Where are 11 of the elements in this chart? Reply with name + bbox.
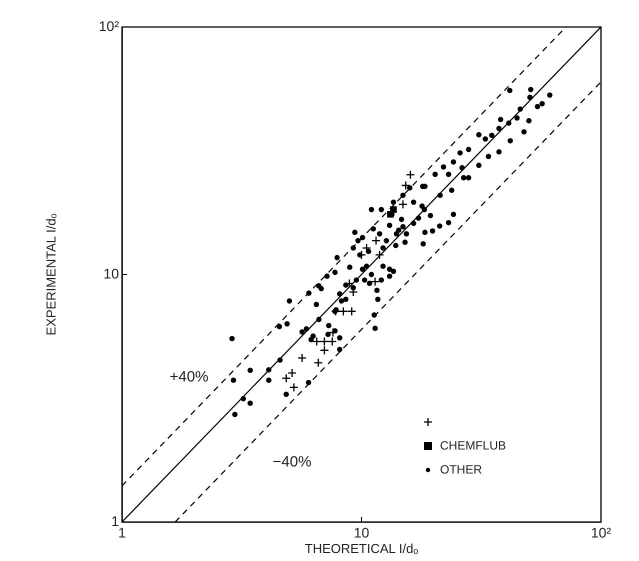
legend-label: CHEMFLUB: [440, 438, 506, 452]
series-label: +40%: [170, 368, 208, 386]
y-tick-label: 10²: [98, 18, 120, 34]
y-axis-title: EXPERIMENTAL I/dₒ: [43, 213, 58, 336]
x-tick-label: 10²: [590, 524, 612, 540]
x-axis-title: THEORETICAL I/dₒ: [304, 540, 418, 556]
series-label: −40%: [272, 454, 312, 471]
x-tick-label: 10: [354, 524, 370, 540]
y-tick-label: 10: [103, 265, 120, 282]
legend-label: OTHER: [440, 462, 482, 476]
y-tick-label: 1: [111, 512, 120, 529]
